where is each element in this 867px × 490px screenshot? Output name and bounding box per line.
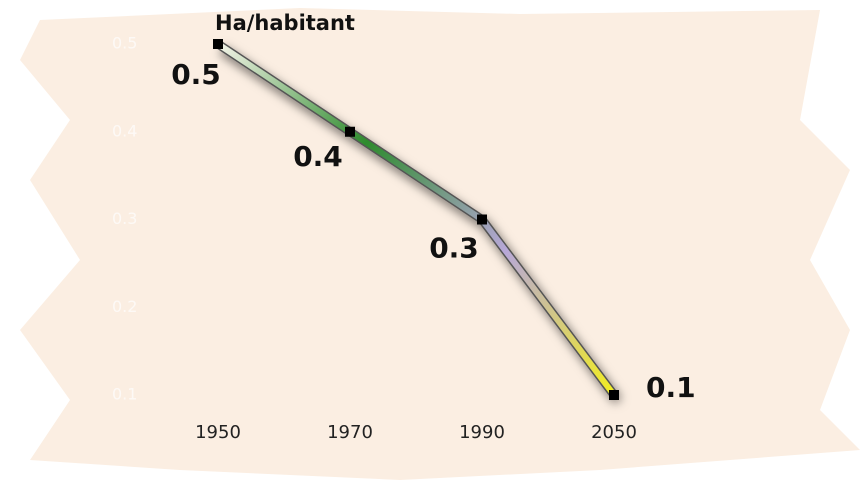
y-tick-label: 0.5 (112, 34, 137, 53)
data-label: 0.1 (646, 371, 696, 404)
chart-title: Ha/habitant (215, 11, 355, 35)
chart: Ha/habitant 0.1 0.2 0.3 0.4 0.5 0.5 1950 0.4 197… (0, 0, 867, 490)
data-label: 0.3 (429, 232, 479, 265)
y-tick-label: 0.2 (112, 297, 137, 316)
point-marker (477, 215, 487, 225)
data-label: 0.4 (293, 140, 343, 173)
data-label: 0.5 (171, 58, 221, 91)
y-tick-label: 0.3 (112, 209, 137, 228)
point-marker (213, 39, 223, 49)
x-tick-label: 1950 (195, 422, 241, 443)
x-tick-label: 1990 (459, 422, 505, 443)
x-tick-label: 1970 (327, 422, 373, 443)
y-tick-label: 0.1 (112, 385, 137, 404)
point-marker (609, 390, 619, 400)
x-tick-label: 2050 (591, 422, 637, 443)
point-marker (345, 127, 355, 137)
y-tick-label: 0.4 (112, 121, 137, 140)
